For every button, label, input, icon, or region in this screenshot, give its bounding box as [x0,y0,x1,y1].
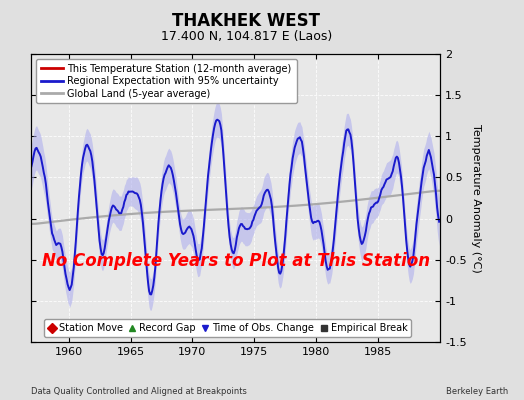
Text: 17.400 N, 104.817 E (Laos): 17.400 N, 104.817 E (Laos) [161,30,332,43]
Text: Berkeley Earth: Berkeley Earth [446,387,508,396]
Text: Data Quality Controlled and Aligned at Breakpoints: Data Quality Controlled and Aligned at B… [31,387,247,396]
Y-axis label: Temperature Anomaly (°C): Temperature Anomaly (°C) [471,124,481,272]
Text: No Complete Years to Plot at This Station: No Complete Years to Plot at This Statio… [42,252,430,270]
Legend: Station Move, Record Gap, Time of Obs. Change, Empirical Break: Station Move, Record Gap, Time of Obs. C… [44,319,411,337]
Text: THAKHEK WEST: THAKHEK WEST [172,12,320,30]
